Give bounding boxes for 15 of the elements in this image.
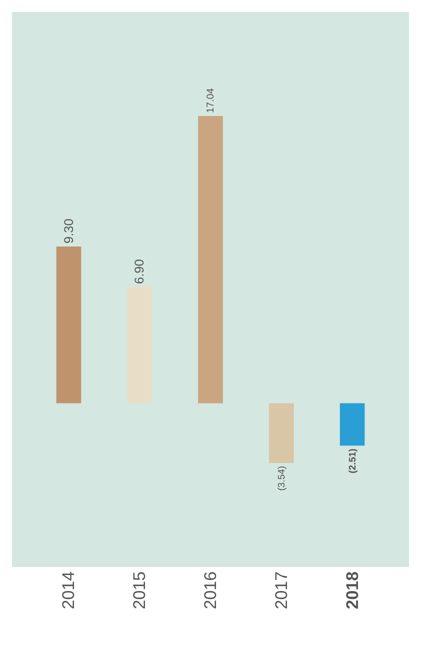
bar xyxy=(56,246,82,404)
x-tick-label: 2017 xyxy=(272,571,291,610)
data-label: (2.51) xyxy=(347,448,358,474)
x-tick-label: 2015 xyxy=(130,571,150,610)
x-tick-label: 2014 xyxy=(59,571,78,610)
data-label: (3.54) xyxy=(276,466,288,491)
bar xyxy=(268,403,294,463)
data-label: 17.04 xyxy=(206,88,217,114)
bar xyxy=(198,116,223,404)
bar xyxy=(127,286,152,404)
x-tick-label: 2016 xyxy=(201,571,220,610)
data-label: 6.90 xyxy=(132,259,147,284)
x-tick-label: 2018 xyxy=(342,571,362,610)
bar xyxy=(340,403,365,446)
data-label: 9.30 xyxy=(60,218,76,244)
